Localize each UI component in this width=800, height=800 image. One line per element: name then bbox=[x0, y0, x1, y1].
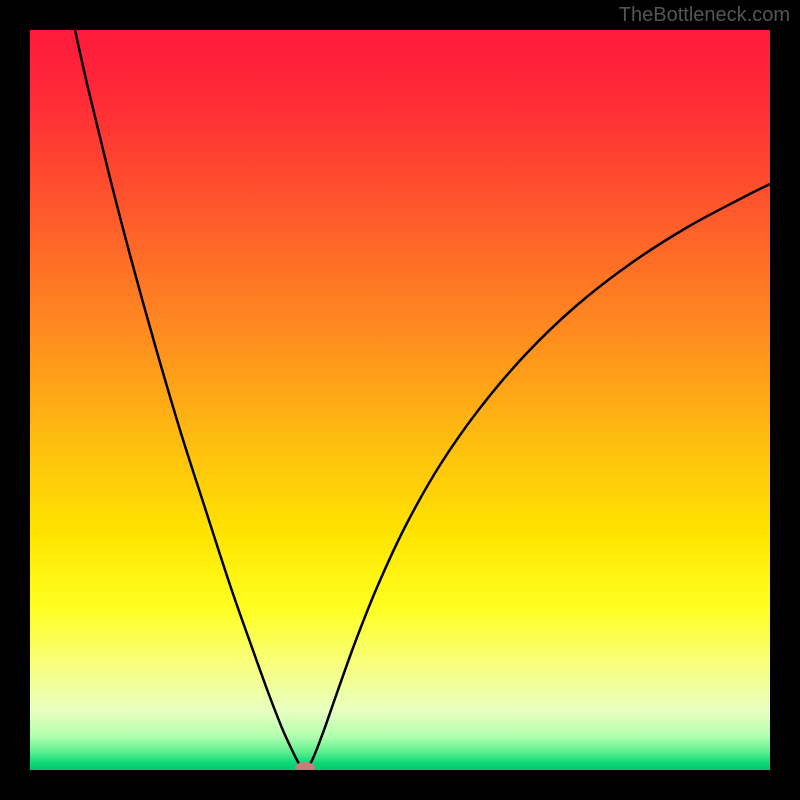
watermark-label: TheBottleneck.com bbox=[619, 4, 790, 27]
chart-plot-bg bbox=[30, 30, 770, 770]
bottleneck-chart bbox=[0, 0, 800, 800]
